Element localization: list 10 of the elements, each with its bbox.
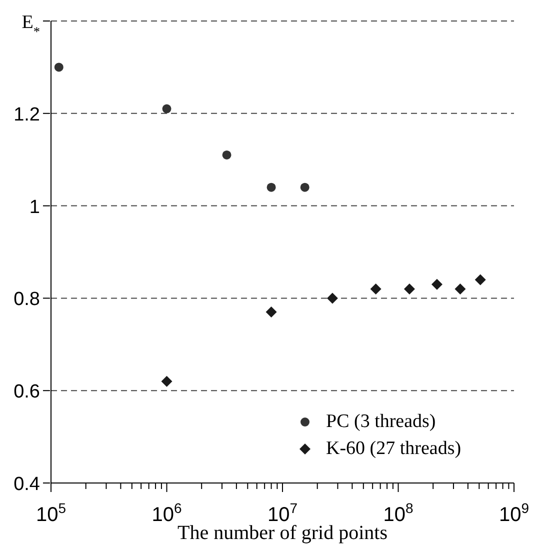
y-tick-label: 1 bbox=[29, 196, 40, 218]
legend-label: K-60 (27 threads) bbox=[326, 437, 462, 461]
legend-label: PC (3 threads) bbox=[326, 410, 436, 434]
y-tick-label: E$_{*}$ bbox=[22, 12, 40, 38]
y-tick-label: 0.6 bbox=[14, 382, 40, 403]
x-tick-label: 10$^{5}$ bbox=[36, 500, 66, 526]
x-tick-label: 10$^{9}$ bbox=[498, 500, 530, 526]
y-tick-label: 0.8 bbox=[14, 289, 40, 310]
y-tick-label: 1.2 bbox=[14, 104, 40, 126]
y-tick-label: 0.4 bbox=[14, 474, 40, 495]
